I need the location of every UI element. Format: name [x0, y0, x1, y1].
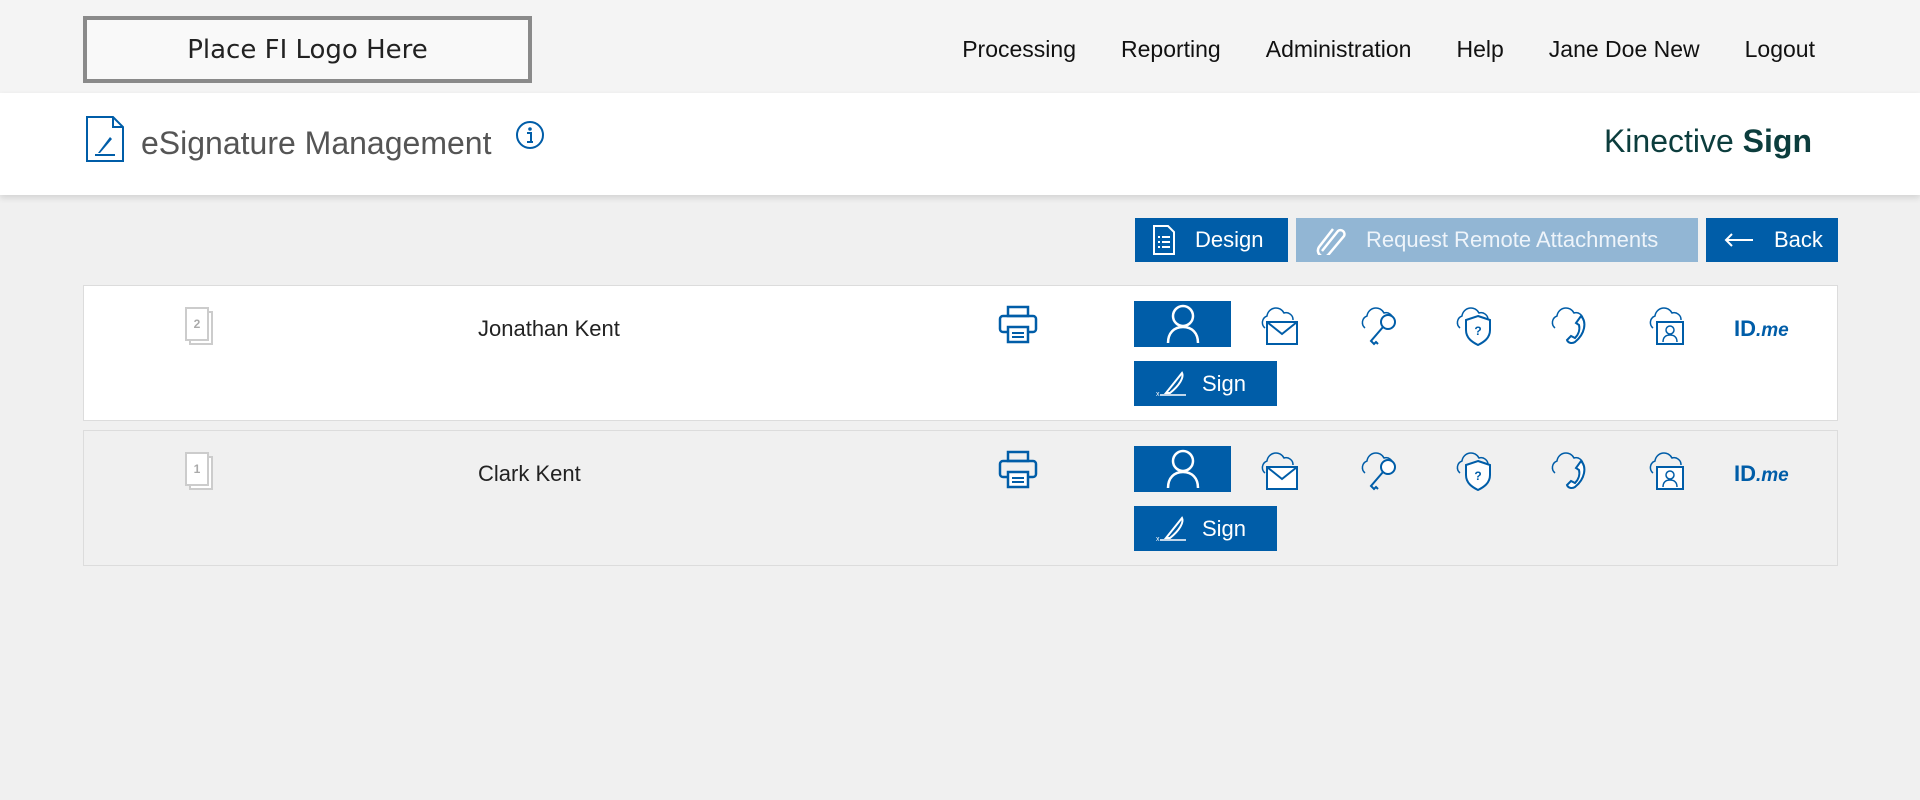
logo-text: Place FI Logo Here — [187, 34, 428, 65]
esignature-document-icon — [86, 116, 124, 162]
sign-label: Sign — [1202, 370, 1247, 396]
idme-icon[interactable]: ID.me — [1734, 316, 1789, 342]
svg-text:?: ? — [1474, 324, 1481, 338]
sign-button[interactable]: x Sign — [1134, 506, 1277, 551]
brand-logo: Kinective Sign — [1604, 123, 1812, 160]
brand-bold: Sign — [1742, 123, 1812, 159]
main-nav: Processing Reporting Administration Help… — [962, 36, 1815, 63]
in-person-auth-button[interactable] — [1134, 446, 1231, 492]
nav-processing[interactable]: Processing — [962, 36, 1076, 62]
design-label: Design — [1195, 227, 1264, 252]
page-count: 1 — [194, 462, 201, 476]
person-icon — [1166, 304, 1199, 344]
page-title: eSignature Management — [141, 125, 492, 161]
request-remote-attachments-button[interactable]: Request Remote Attachments — [1296, 218, 1698, 262]
page-count-icon: 2 — [184, 306, 220, 351]
info-icon[interactable] — [515, 120, 545, 150]
idme-text: ID — [1734, 316, 1756, 341]
page-count: 2 — [194, 317, 201, 331]
cloud-video-id-icon[interactable] — [1647, 304, 1691, 346]
nav-administration[interactable]: Administration — [1265, 36, 1412, 62]
cloud-email-icon[interactable] — [1259, 449, 1303, 491]
in-person-auth-button[interactable] — [1134, 301, 1231, 347]
cloud-phone-icon[interactable] — [1549, 449, 1593, 491]
design-button[interactable]: Design — [1135, 218, 1288, 262]
idme-suffix: .me — [1756, 320, 1789, 341]
svg-text:x: x — [1156, 536, 1160, 542]
title-bar: eSignature Management Kinective Sign — [0, 93, 1920, 195]
signer-name: Clark Kent — [478, 461, 581, 486]
brand-light: Kinective — [1603, 123, 1734, 159]
svg-text:?: ? — [1474, 469, 1481, 483]
back-button[interactable]: Back — [1706, 218, 1838, 262]
svg-text:x: x — [1156, 391, 1160, 397]
idme-icon[interactable]: ID.me — [1734, 461, 1789, 487]
sign-button[interactable]: x Sign — [1134, 361, 1277, 406]
arrow-left-icon — [1724, 233, 1753, 247]
document-list-icon — [1153, 225, 1175, 255]
nav-reporting[interactable]: Reporting — [1121, 36, 1221, 62]
request-label: Request Remote Attachments — [1366, 227, 1659, 252]
page-count-icon: 1 — [184, 451, 220, 496]
cloud-email-icon[interactable] — [1259, 304, 1303, 346]
person-icon — [1166, 449, 1199, 489]
cloud-key-icon[interactable] — [1359, 304, 1403, 346]
signer-row: 1 Clark Kent ? ID.me x Sign — [83, 430, 1838, 566]
nav-user[interactable]: Jane Doe New — [1548, 36, 1700, 62]
paperclip-icon — [1316, 228, 1346, 255]
printer-icon[interactable] — [998, 450, 1038, 490]
nav-logout[interactable]: Logout — [1744, 36, 1815, 62]
signer-name: Jonathan Kent — [478, 316, 620, 341]
cloud-video-id-icon[interactable] — [1647, 449, 1691, 491]
nav-help[interactable]: Help — [1456, 36, 1504, 62]
cloud-security-question-icon[interactable]: ? — [1454, 304, 1498, 346]
top-bar: Place FI Logo Here Processing Reporting … — [0, 0, 1920, 93]
cloud-phone-icon[interactable] — [1549, 304, 1593, 346]
cloud-security-question-icon[interactable]: ? — [1454, 449, 1498, 491]
idme-suffix: .me — [1756, 465, 1789, 486]
idme-text: ID — [1734, 461, 1756, 486]
printer-icon[interactable] — [998, 305, 1038, 345]
sign-label: Sign — [1202, 515, 1247, 541]
quill-sign-icon: x — [1156, 515, 1186, 542]
back-label: Back — [1774, 227, 1823, 252]
cloud-key-icon[interactable] — [1359, 449, 1403, 491]
quill-sign-icon: x — [1156, 370, 1186, 397]
fi-logo: Place FI Logo Here — [83, 16, 532, 83]
signer-row: 2 Jonathan Kent ? ID.me x Sign — [83, 285, 1838, 421]
